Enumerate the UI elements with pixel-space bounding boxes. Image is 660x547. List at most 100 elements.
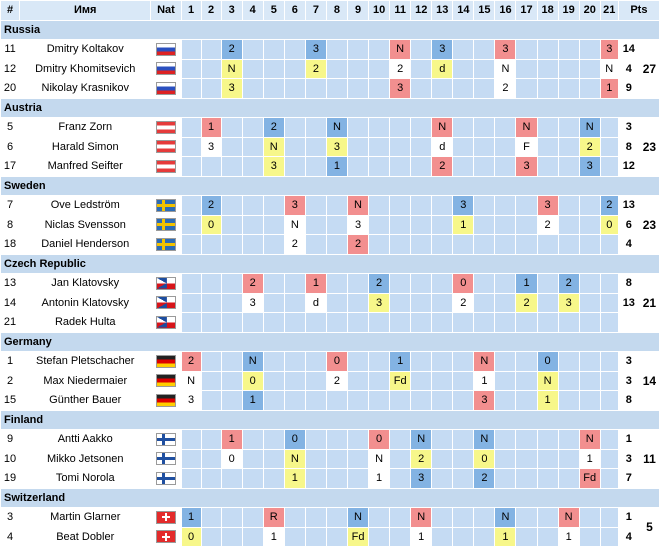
heat-cell — [599, 234, 619, 255]
rider-number: 4 — [0, 526, 21, 547]
heat-cell: 1 — [578, 448, 601, 469]
heat-cell — [325, 195, 348, 216]
heat-cell: 3 — [220, 78, 243, 99]
col-header-event-4[interactable]: 4 — [241, 0, 264, 21]
group-country-name: Germany — [0, 331, 660, 352]
heat-cell: 0 — [241, 370, 264, 391]
col-header-event-16[interactable]: 16 — [494, 0, 517, 21]
heat-cell — [389, 526, 412, 547]
heat-cell — [410, 78, 433, 99]
col-header-event-1[interactable]: 1 — [180, 0, 202, 21]
russia-flag-icon — [155, 62, 176, 76]
group-header-germany: Germany — [0, 331, 660, 352]
col-header-event-3[interactable]: 3 — [220, 0, 243, 21]
rider-name: Daniel Henderson — [19, 234, 152, 255]
heat-cell: 2 — [241, 273, 264, 294]
col-header-nat[interactable]: Nat — [150, 0, 182, 21]
col-header-event-2[interactable]: 2 — [200, 0, 222, 21]
heat-cell — [536, 117, 559, 138]
heat-cell: N — [515, 117, 538, 138]
heat-cell — [389, 117, 412, 138]
heat-cell: 1 — [452, 214, 475, 235]
group-country-name: Switzerland — [0, 487, 660, 508]
heat-cell — [220, 195, 243, 216]
results-body: Russia 11 Dmitry Koltakov 2 3 N 3 3 3 14 27 12 Dmitr… — [0, 19, 660, 547]
heat-cell — [200, 526, 222, 547]
col-header-event-12[interactable]: 12 — [410, 0, 433, 21]
col-header-event-11[interactable]: 11 — [389, 0, 412, 21]
rider-number: 11 — [0, 39, 21, 60]
col-header-event-6[interactable]: 6 — [283, 0, 306, 21]
rider-number: 14 — [0, 292, 21, 313]
col-header-event-7[interactable]: 7 — [304, 0, 327, 21]
heat-cell: N — [283, 448, 306, 469]
heat-cell — [200, 234, 222, 255]
heat-cell: 0 — [536, 351, 559, 372]
heat-cell — [180, 429, 202, 450]
heat-cell — [304, 429, 327, 450]
col-header-event-17[interactable]: 17 — [515, 0, 538, 21]
group-country-name: Russia — [0, 19, 660, 40]
heat-cell — [536, 448, 559, 469]
col-header-event-8[interactable]: 8 — [325, 0, 348, 21]
heat-cell — [262, 370, 285, 391]
heat-cell: 2 — [536, 214, 559, 235]
heat-cell — [452, 370, 475, 391]
rider-name: Tomi Norola — [19, 468, 152, 489]
col-header-event-9[interactable]: 9 — [346, 0, 370, 21]
heat-cell — [220, 526, 243, 547]
heat-cell — [262, 312, 285, 333]
col-header-event-19[interactable]: 19 — [557, 0, 580, 21]
heat-cell — [473, 292, 496, 313]
heat-cell — [346, 156, 370, 177]
heat-cell — [180, 78, 202, 99]
heat-cell: N — [473, 351, 496, 372]
heat-cell — [262, 58, 285, 79]
col-header-pts[interactable]: Pts — [617, 0, 660, 21]
rider-name: Günther Bauer — [19, 390, 152, 411]
heat-cell — [262, 448, 285, 469]
col-header-event-18[interactable]: 18 — [536, 0, 559, 21]
heat-cell — [304, 195, 327, 216]
rider-points: 4 — [617, 58, 640, 79]
rider-name: Stefan Pletschacher — [19, 351, 152, 372]
heat-cell: 1 — [410, 526, 433, 547]
col-header-number[interactable]: # — [0, 0, 21, 21]
col-header-event-21[interactable]: 21 — [599, 0, 619, 21]
heat-cell — [389, 136, 412, 157]
col-header-event-10[interactable]: 10 — [368, 0, 391, 21]
heat-cell: 3 — [304, 39, 327, 60]
czech-flag-icon — [155, 296, 176, 310]
heat-cell — [536, 292, 559, 313]
heat-cell — [410, 390, 433, 411]
heat-cell — [494, 292, 517, 313]
heat-cell: 1 — [494, 526, 517, 547]
heat-cell — [599, 468, 619, 489]
heat-cell — [283, 136, 306, 157]
heat-cell — [536, 39, 559, 60]
heat-cell — [578, 214, 601, 235]
heat-cell — [325, 214, 348, 235]
rider-points: 3 — [617, 370, 640, 391]
col-header-event-15[interactable]: 15 — [473, 0, 496, 21]
heat-cell — [220, 292, 243, 313]
heat-cell — [557, 214, 580, 235]
heat-cell — [180, 136, 202, 157]
nat-cell — [150, 214, 182, 235]
heat-cell — [241, 312, 264, 333]
heat-cell — [452, 78, 475, 99]
col-header-event-14[interactable]: 14 — [452, 0, 475, 21]
heat-cell: 3 — [346, 214, 370, 235]
col-header-event-20[interactable]: 20 — [578, 0, 601, 21]
heat-cell — [494, 429, 517, 450]
rider-row: 21 Radek Hulta — [0, 312, 660, 333]
rider-name: Jan Klatovsky — [19, 273, 152, 294]
col-header-event-5[interactable]: 5 — [262, 0, 285, 21]
heat-cell — [536, 273, 559, 294]
heat-cell — [599, 526, 619, 547]
col-header-event-13[interactable]: 13 — [431, 0, 454, 21]
heat-cell — [283, 78, 306, 99]
col-header-name[interactable]: Имя — [19, 0, 152, 21]
rider-row: 10 Mikko Jetsonen 0 N N 2 0 1 3 — [0, 448, 660, 469]
germany-flag-icon — [155, 374, 176, 388]
